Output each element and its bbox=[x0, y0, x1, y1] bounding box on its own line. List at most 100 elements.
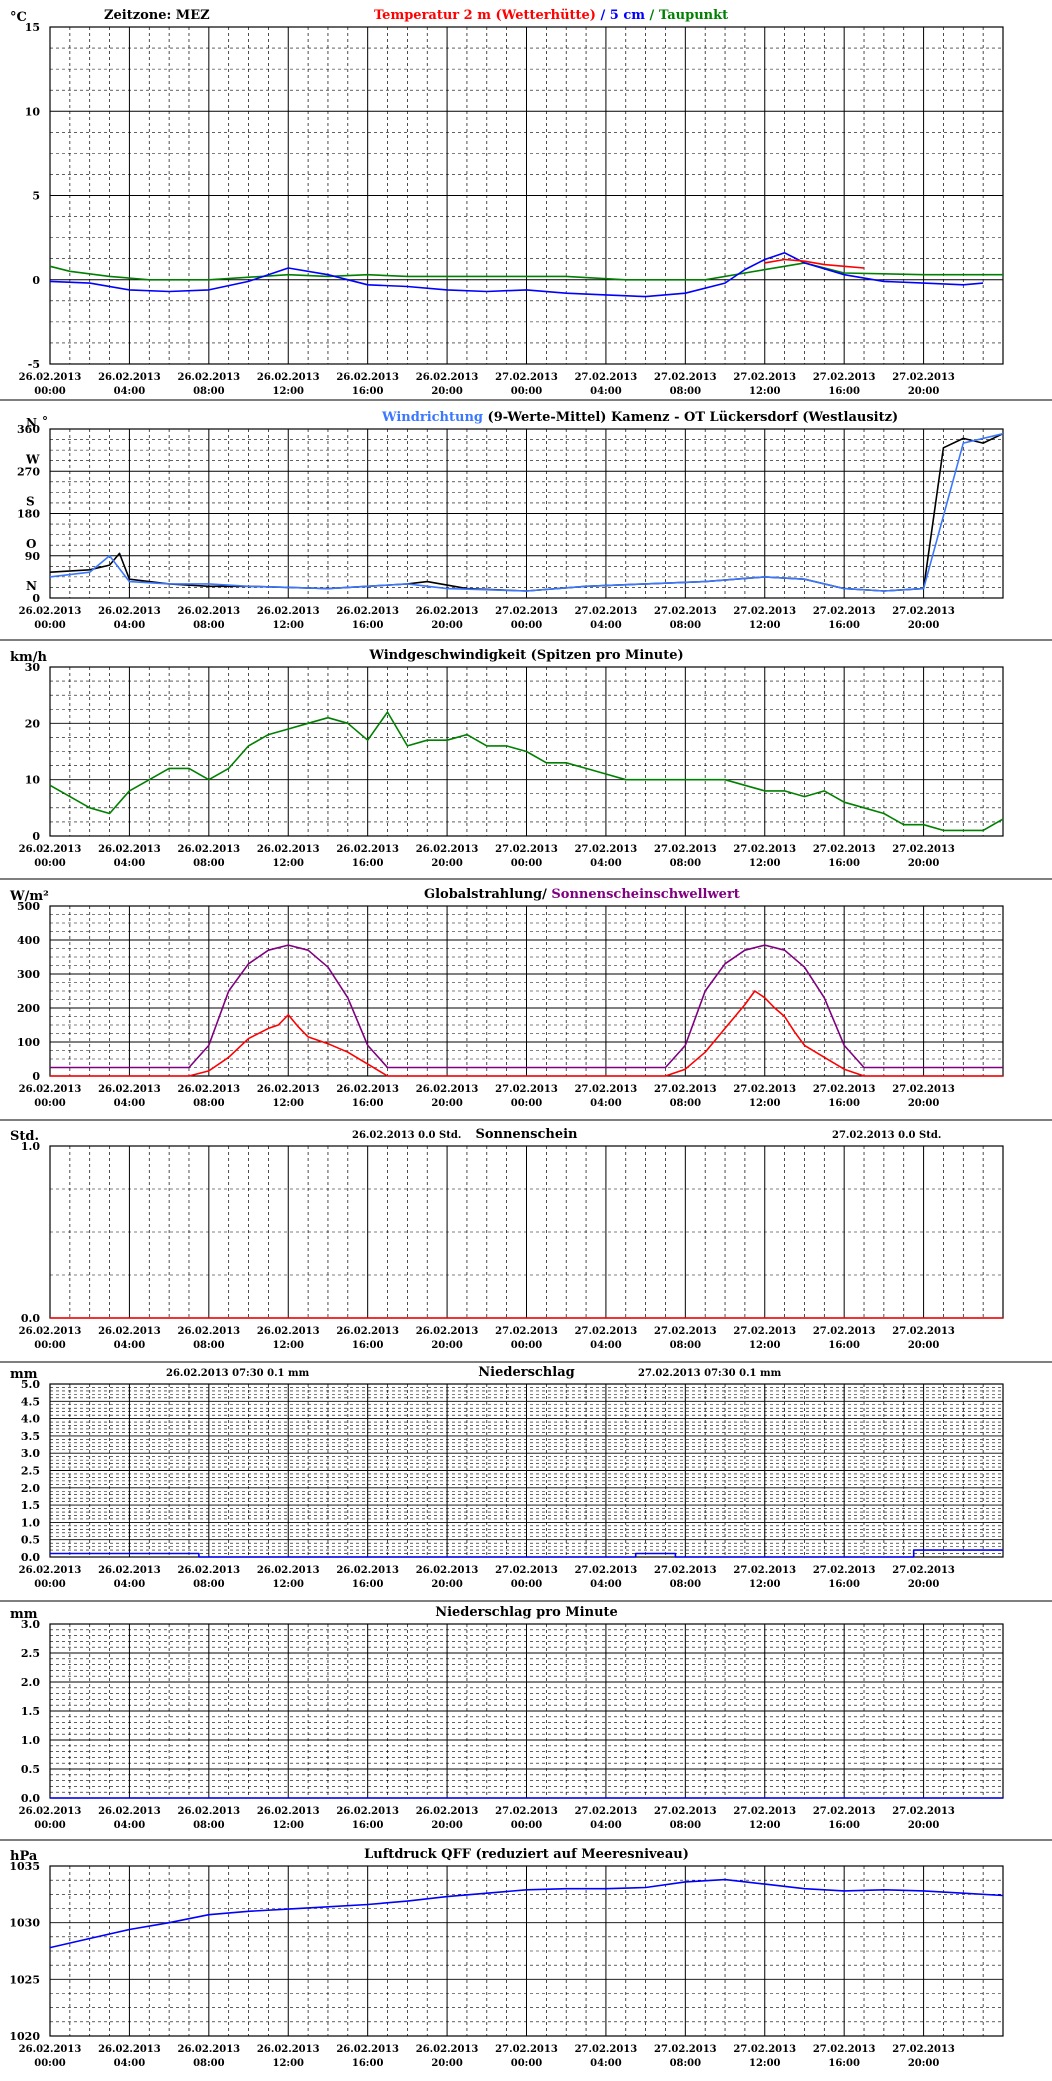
chart-wind-direction: 360270180900NWSON°26.02.201300:0026.02.2… bbox=[0, 410, 1052, 641]
x-tick-label: 27.02.2013 bbox=[654, 1326, 717, 1337]
x-tick-label: 04:00 bbox=[590, 1340, 622, 1351]
x-tick-label: 27.02.2013 bbox=[575, 1084, 638, 1095]
y-tick-label: 1035 bbox=[9, 1860, 40, 1873]
y-tick-label: 400 bbox=[17, 934, 40, 947]
plot-frame bbox=[49, 666, 1004, 837]
x-tick-label: 26.02.2013 bbox=[416, 844, 479, 855]
compass-label: N bbox=[26, 579, 37, 593]
plot-frame bbox=[49, 1865, 1004, 2037]
title-part: 5 cm bbox=[610, 8, 645, 23]
x-tick-label: 00:00 bbox=[511, 386, 543, 397]
x-tick-label: 16:00 bbox=[828, 1579, 860, 1590]
day-total: 27.02.2013 0.0 Std. bbox=[832, 1130, 941, 1141]
y-unit-label: W/m² bbox=[9, 889, 49, 904]
y-tick-label: 1.5 bbox=[21, 1499, 40, 1512]
x-tick-label: 16:00 bbox=[828, 1820, 860, 1831]
title-part: Globalstrahlung/ bbox=[424, 887, 551, 902]
x-tick-label: 26.02.2013 bbox=[98, 2044, 161, 2055]
y-tick-label: 10 bbox=[25, 774, 41, 787]
x-tick-label: 08:00 bbox=[193, 2058, 225, 2069]
x-tick-label: 26.02.2013 bbox=[336, 1565, 399, 1576]
x-tick-label: 27.02.2013 bbox=[813, 1565, 876, 1576]
x-tick-label: 00:00 bbox=[511, 1579, 543, 1590]
x-tick-label: 27.02.2013 bbox=[733, 2044, 796, 2055]
x-tick-label: 26.02.2013 bbox=[98, 1565, 161, 1576]
x-tick-label: 00:00 bbox=[34, 1340, 66, 1351]
y-tick-label: 10 bbox=[25, 105, 41, 118]
x-tick-label: 26.02.2013 bbox=[336, 372, 399, 383]
x-tick-label: 26.02.2013 bbox=[98, 1326, 161, 1337]
x-tick-label: 20:00 bbox=[431, 386, 463, 397]
x-tick-label: 20:00 bbox=[431, 1340, 463, 1351]
x-tick-label: 12:00 bbox=[272, 386, 304, 397]
x-tick-label: 27.02.2013 bbox=[892, 1326, 955, 1337]
x-tick-label: 16:00 bbox=[352, 386, 384, 397]
x-tick-label: 08:00 bbox=[670, 1579, 702, 1590]
series-line bbox=[50, 990, 1003, 1077]
x-tick-label: 20:00 bbox=[431, 2058, 463, 2069]
x-tick-label: 27.02.2013 bbox=[733, 1806, 796, 1817]
x-tick-label: 27.02.2013 bbox=[733, 606, 796, 617]
x-tick-label: 27.02.2013 bbox=[654, 1806, 717, 1817]
y-unit-label: °C bbox=[10, 10, 27, 25]
x-tick-label: 20:00 bbox=[908, 2058, 940, 2069]
x-tick-label: 26.02.2013 bbox=[257, 844, 320, 855]
y-tick-label: 3.0 bbox=[21, 1447, 40, 1460]
x-tick-label: 27.02.2013 bbox=[892, 2044, 955, 2055]
y-tick-label: 1020 bbox=[9, 2030, 40, 2043]
x-tick-label: 27.02.2013 bbox=[575, 372, 638, 383]
y-tick-label: 3.0 bbox=[21, 1618, 40, 1631]
compass-label: O bbox=[26, 537, 36, 551]
x-tick-label: 27.02.2013 bbox=[654, 372, 717, 383]
x-tick-label: 26.02.2013 bbox=[19, 1806, 82, 1817]
x-tick-label: 27.02.2013 bbox=[575, 844, 638, 855]
y-tick-label: 1.0 bbox=[21, 1734, 40, 1747]
x-tick-label: 00:00 bbox=[511, 2058, 543, 2069]
x-tick-label: 26.02.2013 bbox=[178, 844, 241, 855]
x-tick-label: 20:00 bbox=[431, 1820, 463, 1831]
title-part: (9-Werte-Mittel) bbox=[483, 410, 606, 425]
y-tick-label: 1030 bbox=[9, 1917, 40, 1930]
y-tick-label: 15 bbox=[25, 21, 40, 34]
x-tick-label: 04:00 bbox=[590, 620, 622, 631]
x-tick-label: 26.02.2013 bbox=[98, 1084, 161, 1095]
title-part: / bbox=[645, 8, 659, 23]
x-tick-label: 27.02.2013 bbox=[495, 1326, 558, 1337]
x-tick-label: 12:00 bbox=[749, 1579, 781, 1590]
x-tick-label: 00:00 bbox=[34, 1098, 66, 1109]
x-tick-label: 27.02.2013 bbox=[733, 1084, 796, 1095]
x-tick-label: 12:00 bbox=[749, 1098, 781, 1109]
x-tick-label: 26.02.2013 bbox=[257, 2044, 320, 2055]
y-tick-label: 1.0 bbox=[21, 1516, 40, 1529]
y-tick-label: 500 bbox=[17, 900, 40, 913]
y-tick-label: 30 bbox=[25, 661, 41, 674]
series-line bbox=[50, 944, 1003, 1069]
x-tick-label: 00:00 bbox=[34, 1579, 66, 1590]
x-tick-label: 26.02.2013 bbox=[98, 844, 161, 855]
x-tick-label: 27.02.2013 bbox=[813, 606, 876, 617]
x-tick-label: 26.02.2013 bbox=[257, 1326, 320, 1337]
x-tick-label: 08:00 bbox=[670, 2058, 702, 2069]
day-total: 26.02.2013 07:30 0.1 mm bbox=[166, 1368, 310, 1379]
x-tick-label: 27.02.2013 bbox=[813, 1806, 876, 1817]
x-tick-label: 26.02.2013 bbox=[19, 1326, 82, 1337]
y-tick-label: 5 bbox=[32, 190, 40, 203]
y-tick-label: 0.0 bbox=[21, 1792, 40, 1805]
y-tick-label: 90 bbox=[25, 550, 41, 563]
x-tick-label: 00:00 bbox=[34, 858, 66, 869]
day-total: 27.02.2013 07:30 0.1 mm bbox=[638, 1368, 782, 1379]
y-tick-label: 0.5 bbox=[21, 1534, 40, 1547]
x-tick-label: 16:00 bbox=[352, 1820, 384, 1831]
x-tick-label: 26.02.2013 bbox=[257, 372, 320, 383]
x-tick-label: 16:00 bbox=[352, 1340, 384, 1351]
x-tick-label: 20:00 bbox=[431, 620, 463, 631]
x-tick-label: 08:00 bbox=[670, 858, 702, 869]
x-tick-label: 26.02.2013 bbox=[416, 1326, 479, 1337]
x-tick-label: 26.02.2013 bbox=[19, 2044, 82, 2055]
x-tick-label: 08:00 bbox=[193, 1340, 225, 1351]
series-line bbox=[49, 432, 1004, 592]
x-tick-label: 20:00 bbox=[908, 1098, 940, 1109]
y-tick-label: 5.0 bbox=[21, 1378, 40, 1391]
title-part: Sonnenscheinschwellwert bbox=[551, 887, 739, 902]
